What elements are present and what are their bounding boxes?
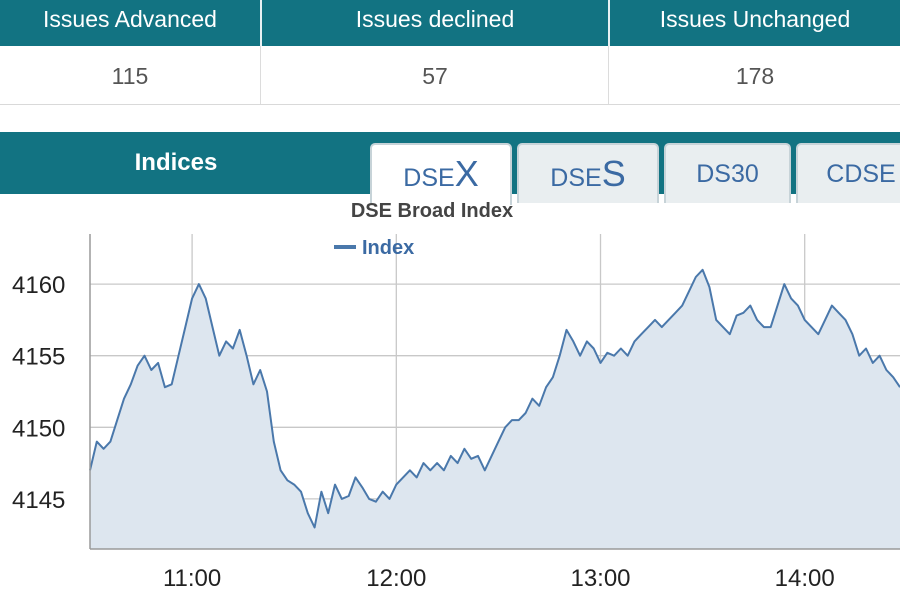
market-summary-table: Issues Advanced Issues declined Issues U… bbox=[0, 0, 900, 106]
table-bottom-border bbox=[0, 104, 900, 105]
y-tick-label: 4160 bbox=[12, 272, 65, 299]
tab-ds30[interactable]: DS30 bbox=[664, 143, 791, 203]
dse-broad-index-chart: 4145 4150 4155 4160 11:00 12:00 13:00 14:00 DS… bbox=[12, 200, 900, 592]
index-chart-area: 4145 4150 4155 4160 11:00 12:00 13:00 14:00 DS… bbox=[0, 196, 900, 600]
header-issues-advanced: Issues Advanced bbox=[43, 6, 217, 32]
tab-dsex[interactable]: DSEX bbox=[370, 143, 512, 205]
y-tick-label: 4155 bbox=[12, 344, 65, 371]
tab-label: DSES bbox=[550, 153, 626, 194]
value-issues-advanced: 115 bbox=[111, 63, 149, 89]
x-tick-label: 13:00 bbox=[570, 565, 630, 592]
header-divider bbox=[608, 0, 610, 46]
header-issues-unchanged: Issues Unchanged bbox=[659, 6, 851, 32]
index-area-fill bbox=[90, 269, 900, 549]
tab-cdset[interactable]: CDSE bbox=[796, 143, 900, 203]
legend-label[interactable]: Index bbox=[362, 237, 414, 259]
y-axis-ticks: 4145 4150 4155 4160 bbox=[12, 272, 65, 514]
chart-axes bbox=[89, 234, 900, 550]
summary-value-row: 115 57 178 bbox=[0, 46, 900, 104]
y-tick-label: 4145 bbox=[12, 487, 65, 514]
x-tick-label: 12:00 bbox=[366, 565, 426, 592]
summary-header-row: Issues Advanced Issues declined Issues U… bbox=[0, 0, 900, 46]
chart-title: DSE Broad Index bbox=[351, 200, 513, 222]
indices-title: Indices bbox=[134, 149, 218, 176]
value-divider bbox=[608, 46, 609, 104]
y-tick-label: 4150 bbox=[12, 415, 65, 442]
x-tick-label: 14:00 bbox=[775, 565, 835, 592]
value-divider bbox=[260, 46, 261, 104]
tab-label: DSEX bbox=[403, 153, 479, 194]
tab-label: DS30 bbox=[696, 160, 759, 188]
index-series-line bbox=[89, 268, 900, 529]
value-issues-declined: 57 bbox=[422, 63, 448, 89]
header-divider bbox=[260, 0, 262, 46]
x-axis-ticks: 11:00 12:00 13:00 14:00 bbox=[163, 565, 835, 592]
tab-label: CDSE bbox=[826, 160, 896, 188]
header-issues-declined: Issues declined bbox=[355, 6, 515, 32]
x-tick-label: 11:00 bbox=[163, 565, 221, 592]
value-issues-unchanged: 178 bbox=[735, 63, 775, 89]
tab-dses[interactable]: DSES bbox=[517, 143, 659, 203]
